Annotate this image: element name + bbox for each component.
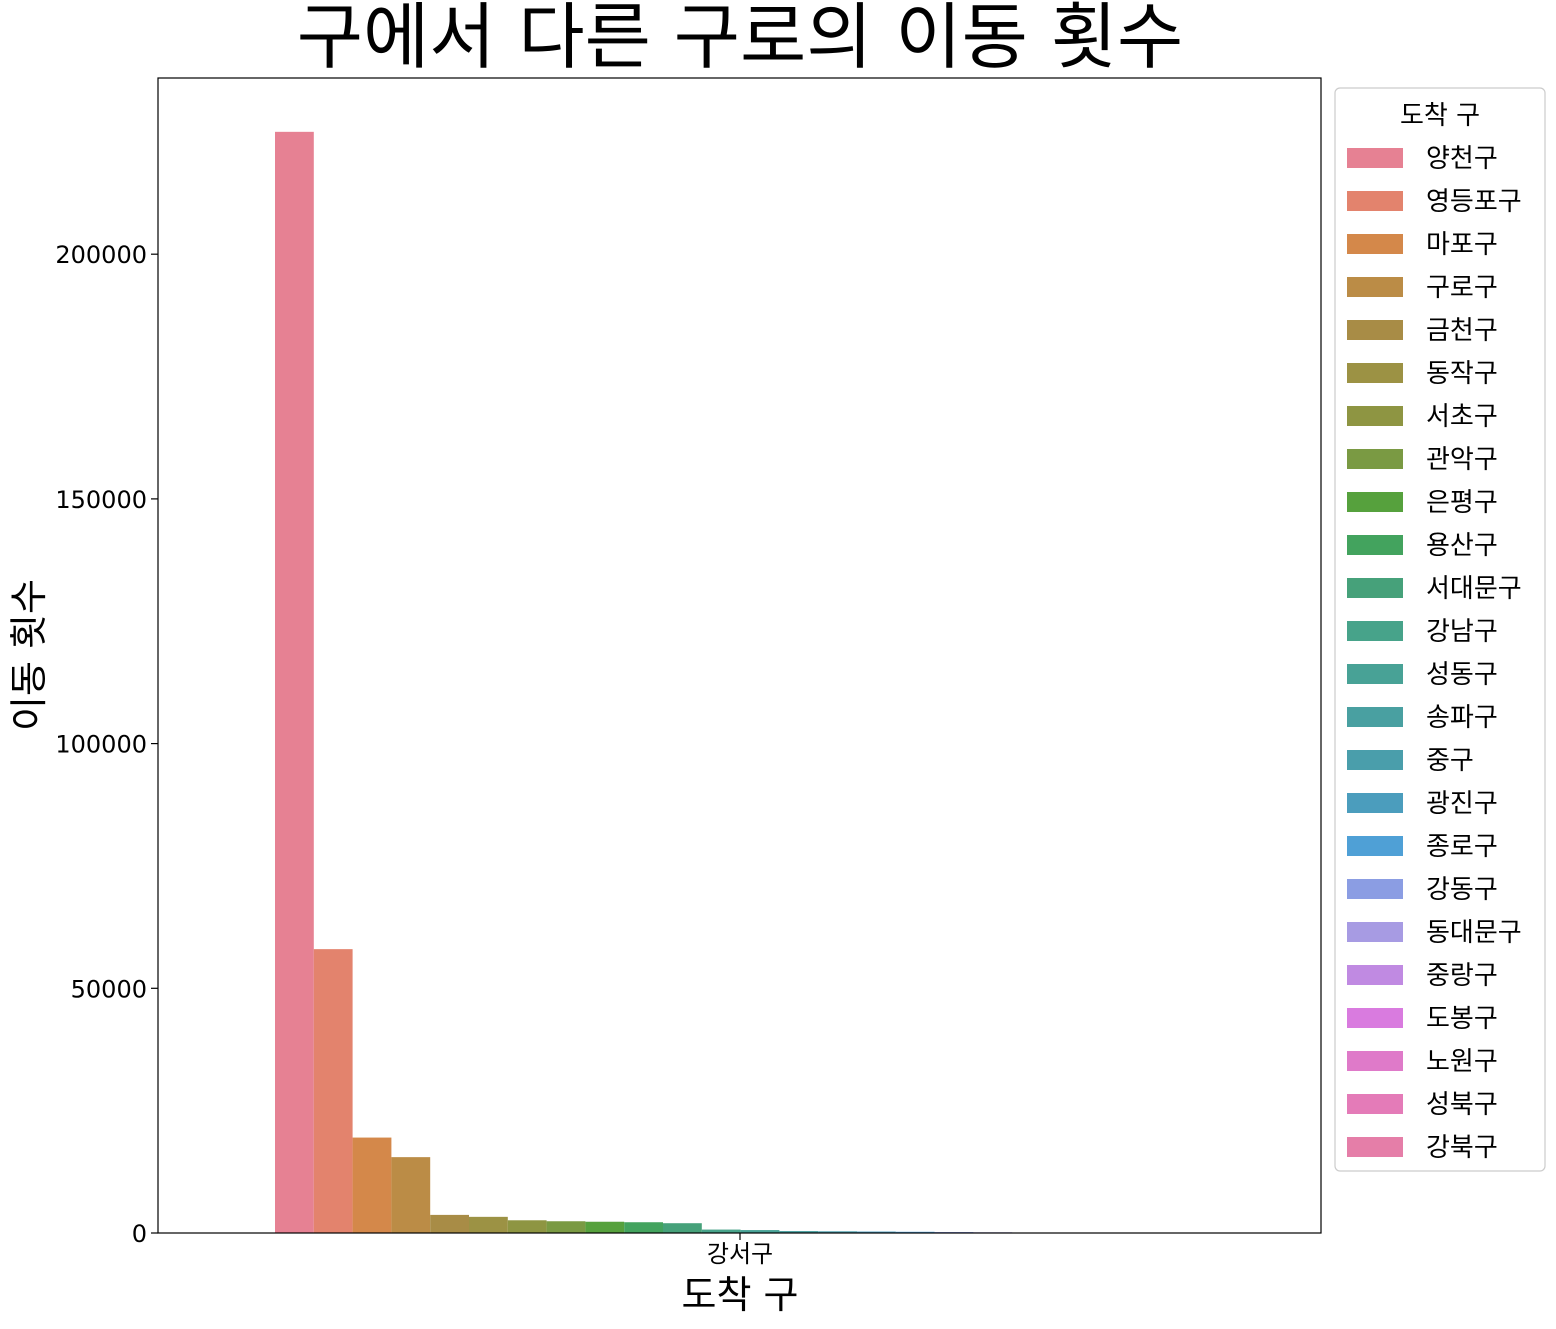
bar-송파구 — [779, 1231, 819, 1233]
bar-동작구 — [469, 1216, 508, 1233]
legend-label-강동구: 강동구 — [1426, 875, 1498, 905]
legend-swatch-관악구 — [1347, 449, 1403, 469]
legend-label-성북구: 성북구 — [1426, 1090, 1498, 1120]
legend-label-은평구: 은평구 — [1426, 488, 1498, 518]
bar-은평구 — [585, 1221, 625, 1233]
legend-swatch-중구 — [1347, 750, 1403, 770]
legend-swatch-동작구 — [1347, 363, 1403, 383]
legend-label-종로구: 종로구 — [1426, 832, 1498, 862]
bar-금천구 — [430, 1214, 469, 1233]
legend-swatch-강남구 — [1347, 621, 1403, 641]
y-tick-label: 100000 — [55, 731, 147, 759]
legend-swatch-마포구 — [1347, 234, 1403, 254]
bar-양천구 — [275, 131, 314, 1234]
bar-관악구 — [546, 1221, 586, 1233]
legend-swatch-중랑구 — [1347, 965, 1403, 985]
legend-swatch-성동구 — [1347, 664, 1403, 684]
legend-swatch-도봉구 — [1347, 1008, 1403, 1028]
legend-swatch-용산구 — [1347, 535, 1403, 555]
legend-label-광진구: 광진구 — [1426, 789, 1498, 819]
legend-label-양천구: 양천구 — [1426, 144, 1498, 174]
x-axis-label: 도착 구 — [682, 1273, 799, 1317]
legend-swatch-양천구 — [1347, 148, 1403, 168]
bar-서대문구 — [663, 1223, 702, 1233]
legend-label-구로구: 구로구 — [1426, 273, 1498, 303]
legend-swatch-영등포구 — [1347, 191, 1403, 211]
bar-용산구 — [624, 1222, 663, 1233]
bar-광진구 — [857, 1231, 896, 1233]
bar-강남구 — [701, 1229, 741, 1233]
legend-swatch-은평구 — [1347, 492, 1403, 512]
y-tick-label: 150000 — [55, 486, 147, 514]
legend-label-노원구: 노원구 — [1426, 1047, 1498, 1077]
legend-swatch-성북구 — [1347, 1094, 1403, 1114]
bar-종로구 — [895, 1231, 935, 1233]
legend-swatch-광진구 — [1347, 793, 1403, 813]
bar-성동구 — [740, 1230, 780, 1233]
legend-label-강북구: 강북구 — [1426, 1133, 1498, 1163]
bar-중구 — [818, 1231, 857, 1233]
y-tick-label: 50000 — [71, 975, 147, 1003]
legend-label-서대문구: 서대문구 — [1426, 574, 1522, 604]
legend-entries: 양천구영등포구마포구구로구금천구동작구서초구관악구은평구용산구서대문구강남구성동… — [1347, 144, 1522, 1163]
legend-label-금천구: 금천구 — [1426, 316, 1498, 346]
legend-label-중구: 중구 — [1426, 746, 1474, 776]
legend-title: 도착 구 — [1400, 101, 1480, 131]
legend-swatch-노원구 — [1347, 1051, 1403, 1071]
bar-영등포구 — [313, 949, 353, 1233]
legend-label-용산구: 용산구 — [1426, 531, 1498, 561]
legend-label-동작구: 동작구 — [1426, 359, 1498, 389]
legend-swatch-구로구 — [1347, 277, 1403, 297]
legend-swatch-서대문구 — [1347, 578, 1403, 598]
bars-group — [275, 131, 1207, 1234]
legend-label-서초구: 서초구 — [1426, 402, 1498, 432]
y-ticks-group: 0 50000 100000 150000 200000 — [55, 241, 158, 1248]
y-tick-label: 0 — [132, 1220, 147, 1248]
legend-swatch-강북구 — [1347, 1137, 1403, 1157]
x-tick-label: 강서구 — [707, 1240, 773, 1268]
bar-서초구 — [507, 1220, 547, 1233]
legend-swatch-동대문구 — [1347, 922, 1403, 942]
y-axis-label: 이동 횟수 — [7, 579, 51, 731]
legend-swatch-서초구 — [1347, 406, 1403, 426]
legend-label-강남구: 강남구 — [1426, 617, 1498, 647]
legend-label-동대문구: 동대문구 — [1426, 918, 1522, 948]
legend-label-송파구: 송파구 — [1426, 703, 1498, 733]
bar-마포구 — [352, 1137, 392, 1233]
legend-swatch-금천구 — [1347, 320, 1403, 340]
legend-label-영등포구: 영등포구 — [1426, 187, 1522, 217]
legend-label-도봉구: 도봉구 — [1426, 1004, 1498, 1034]
legend-box — [1334, 87, 1546, 1172]
bar-구로구 — [391, 1157, 431, 1233]
legend-label-중랑구: 중랑구 — [1426, 961, 1498, 991]
legend-swatch-송파구 — [1347, 707, 1403, 727]
legend-swatch-종로구 — [1347, 836, 1403, 856]
legend-label-마포구: 마포구 — [1426, 230, 1498, 260]
legend-label-성동구: 성동구 — [1426, 660, 1498, 690]
y-tick-label: 200000 — [55, 241, 147, 269]
legend-swatch-강동구 — [1347, 879, 1403, 899]
legend-label-관악구: 관악구 — [1426, 445, 1498, 475]
chart-title: 구에서 다른 구로의 이동 횟수 — [297, 0, 1183, 79]
